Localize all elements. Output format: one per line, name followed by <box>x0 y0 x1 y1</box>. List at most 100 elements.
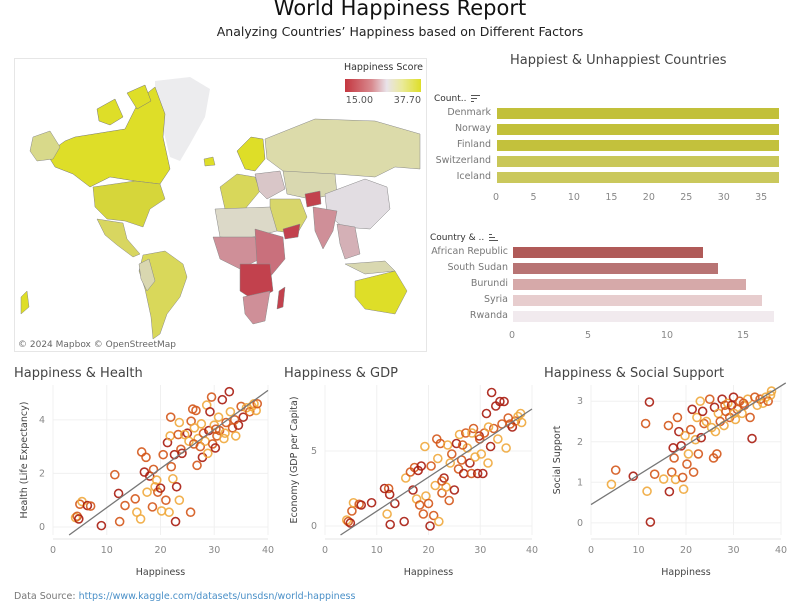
data-point <box>244 406 255 417</box>
data-point <box>135 514 146 524</box>
bar[interactable] <box>513 263 719 274</box>
data-point <box>451 438 462 449</box>
data-point <box>418 509 429 519</box>
sort-descending-icon[interactable] <box>471 94 481 103</box>
map-region-indonesia[interactable] <box>344 260 396 275</box>
map-canvas[interactable] <box>15 59 426 351</box>
bar[interactable] <box>497 172 779 183</box>
map-region-arctic-islands[interactable] <box>96 84 152 126</box>
x-tick-label: 10 <box>632 545 644 556</box>
data-point <box>672 412 683 423</box>
map-region-central-asia[interactable] <box>282 170 338 200</box>
bar[interactable] <box>497 156 779 167</box>
bar-label: Norway <box>454 123 491 134</box>
data-point <box>645 517 656 527</box>
data-point <box>382 509 392 519</box>
map-region-western-europe[interactable] <box>219 173 261 210</box>
data-point <box>414 500 425 510</box>
map-region-iceland[interactable] <box>203 156 216 167</box>
x-tick-label: 40 <box>526 545 538 556</box>
data-point <box>96 520 107 531</box>
bar[interactable] <box>513 295 763 306</box>
map-region-usa[interactable] <box>92 180 166 228</box>
data-point <box>713 408 724 419</box>
map-region-greenland[interactable] <box>155 77 210 161</box>
x-tick-label: 10 <box>567 192 580 203</box>
map-region-alaska[interactable] <box>29 130 61 162</box>
data-point <box>210 443 221 453</box>
data-point <box>668 443 678 453</box>
bar[interactable] <box>513 247 703 258</box>
bar[interactable] <box>513 311 775 322</box>
map-region-australia[interactable] <box>354 270 408 315</box>
y-tick-label: 4 <box>39 415 45 426</box>
world-map[interactable]: Happiness Score 15.00 37.70 © 2024 Mapbo… <box>14 58 427 352</box>
data-point <box>763 396 773 407</box>
x-tick-label: 0 <box>322 545 328 556</box>
data-point <box>221 417 231 428</box>
data-point <box>184 436 194 447</box>
data-point <box>168 473 178 484</box>
map-region-new-zealand[interactable] <box>20 290 30 315</box>
scatter-title: Happiness & Health <box>14 366 143 381</box>
data-point <box>219 433 229 444</box>
map-region-india[interactable] <box>312 206 338 250</box>
unhappiest-header[interactable]: Country & .. <box>430 233 499 243</box>
bar[interactable] <box>497 140 780 151</box>
trend-line <box>590 382 787 506</box>
data-point <box>179 429 190 440</box>
unhappiest-header-label: Country & .. <box>430 233 485 243</box>
health-scatter[interactable]: Happiness & Health 0 10 20 30 40 0 2 4 Happiness H… <box>10 360 280 582</box>
bar[interactable] <box>497 108 780 119</box>
sort-ascending-icon[interactable] <box>489 233 499 242</box>
map-region-scandinavia[interactable] <box>236 136 266 172</box>
data-point <box>658 474 669 484</box>
map-region-madagascar[interactable] <box>276 286 286 310</box>
data-point <box>192 460 202 471</box>
data-point <box>120 500 130 511</box>
bar-label: African Republic <box>431 246 508 257</box>
data-point <box>766 386 777 396</box>
happiest-header[interactable]: Count.. <box>434 94 481 104</box>
data-point <box>666 467 677 477</box>
data-point <box>606 479 617 490</box>
map-region-yemen[interactable] <box>282 223 301 240</box>
x-tick-label: 15 <box>737 330 750 341</box>
data-point <box>478 468 488 479</box>
x-axis-label: Happiness <box>661 567 710 578</box>
data-point <box>680 430 690 441</box>
map-region-eastern-europe[interactable] <box>254 170 286 200</box>
bar[interactable] <box>497 124 780 135</box>
data-point <box>458 468 469 479</box>
x-tick-label: 20 <box>154 545 166 556</box>
y-tick-label: 2 <box>577 437 583 448</box>
map-region-canada[interactable] <box>46 86 171 188</box>
map-region-southeast-asia[interactable] <box>336 223 361 260</box>
data-point <box>343 516 354 527</box>
x-tick-label: 0 <box>493 192 500 203</box>
data-point <box>649 469 660 479</box>
map-region-afghanistan[interactable] <box>304 190 322 208</box>
map-region-andes[interactable] <box>138 258 156 292</box>
gdp-scatter[interactable]: Happiness & GDP 0 10 20 30 40 0 5 Happiness Econo… <box>280 360 545 582</box>
data-point <box>481 408 492 419</box>
data-point <box>712 449 722 459</box>
map-region-russia[interactable] <box>264 118 421 180</box>
data-point <box>426 461 436 471</box>
data-point <box>465 458 475 468</box>
data-source-link[interactable]: https://www.kaggle.com/datasets/unsdsn/w… <box>78 591 356 602</box>
map-region-southern-africa[interactable] <box>242 290 271 325</box>
data-point <box>453 464 464 474</box>
y-tick-label: 1 <box>577 477 583 488</box>
data-point <box>430 480 441 491</box>
data-point <box>150 481 160 492</box>
data-point <box>682 459 692 469</box>
map-region-mexico[interactable] <box>96 218 141 258</box>
bar-label: Rwanda <box>469 310 508 321</box>
data-point <box>164 507 174 518</box>
y-tick-label: 2 <box>39 468 45 479</box>
x-tick-label: 30 <box>208 545 220 556</box>
social-scatter[interactable]: Happiness & Social Support 0 10 20 30 40 0 1 2 3 H… <box>540 360 798 582</box>
bar[interactable] <box>513 279 746 290</box>
data-point <box>485 441 496 452</box>
